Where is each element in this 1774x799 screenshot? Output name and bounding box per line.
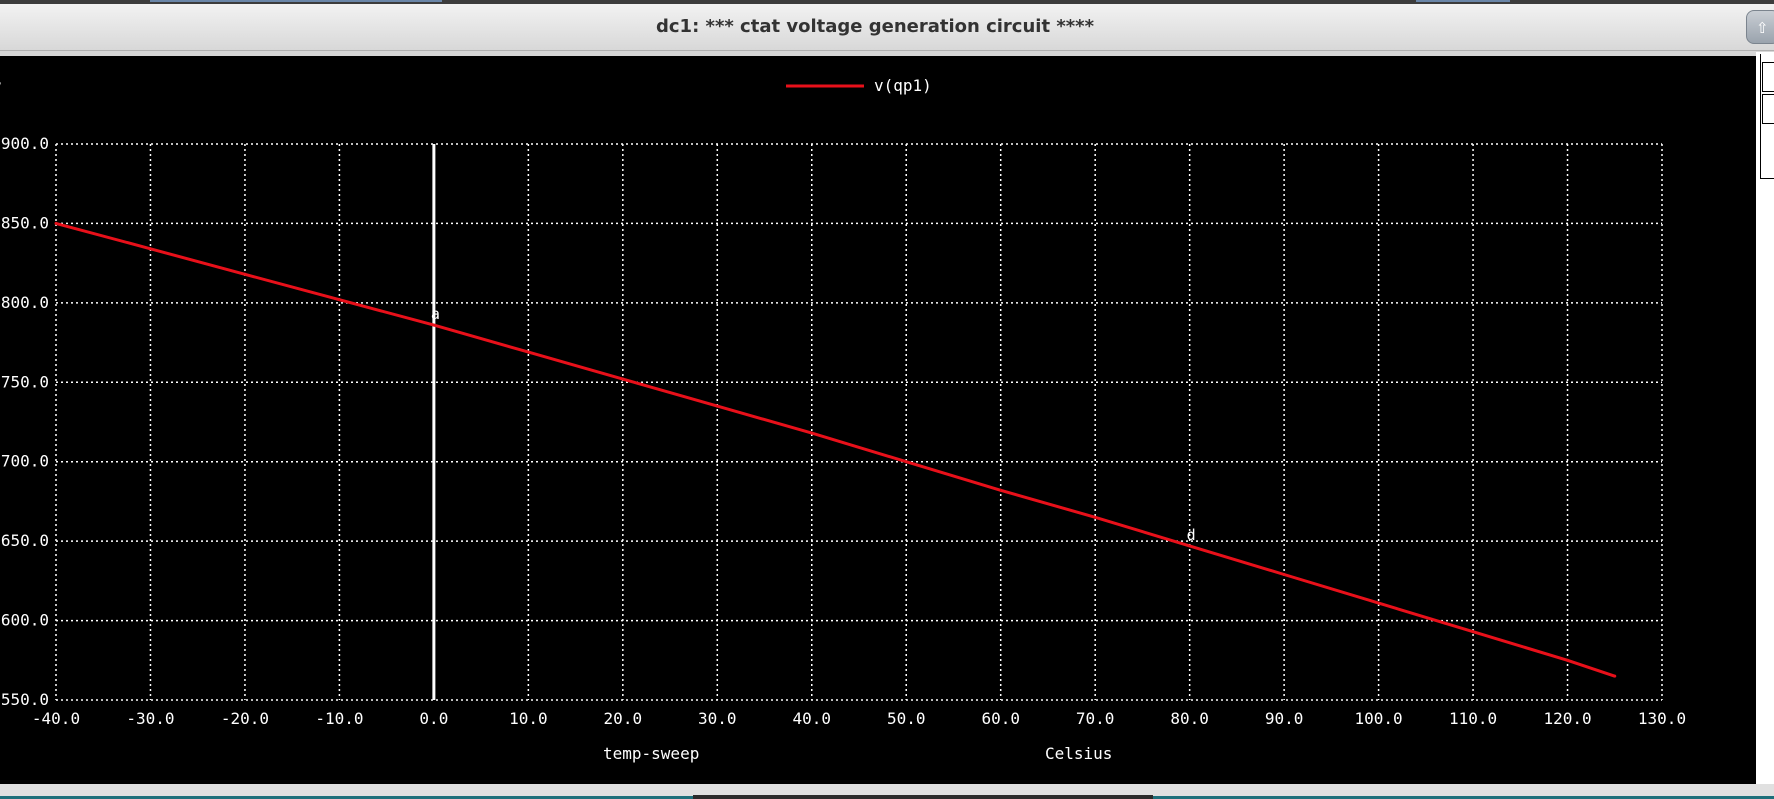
x-tick-label: 70.0	[1076, 709, 1115, 728]
data-point	[1566, 658, 1570, 662]
data-point	[1282, 573, 1286, 577]
data-point	[904, 460, 908, 464]
label-layer: -40.0 -30.0 -20.0 -10.0 0.0 10.0 20.0 30.0 40.0 5…	[1, 134, 1686, 728]
x-tick-label: 130.0	[1638, 709, 1686, 728]
window-titlebar[interactable]: dc1: *** ctat voltage generation circuit…	[0, 4, 1774, 51]
data-point	[621, 377, 625, 381]
desktop-top-strip	[0, 0, 1774, 4]
data-point	[526, 350, 530, 354]
x-tick-label: 50.0	[887, 709, 926, 728]
data-point	[1093, 515, 1097, 519]
x-tick-label: -30.0	[126, 709, 174, 728]
window-title: dc1: *** ctat voltage generation circuit…	[656, 16, 1094, 37]
cursor-label: a	[431, 305, 440, 323]
data-point	[148, 247, 152, 251]
arrow-up-icon[interactable]: ⇧	[1746, 10, 1774, 44]
x-tick-label: 10.0	[509, 709, 548, 728]
plot-canvas[interactable]: -40.0 -30.0 -20.0 -10.0 0.0 10.0 20.0 30.0 40.0 5…	[0, 56, 1756, 784]
data-point	[337, 298, 341, 302]
taskbar-highlight	[1416, 0, 1510, 2]
x-tick-label: 60.0	[981, 709, 1020, 728]
data-point	[810, 431, 814, 435]
y-tick-label: 600.0	[1, 611, 49, 630]
taskbar-highlight	[150, 0, 442, 2]
data-point	[432, 323, 436, 327]
data-point	[1377, 601, 1381, 605]
data-point	[715, 404, 719, 408]
x-tick-label: -20.0	[221, 709, 269, 728]
data-point	[1188, 544, 1192, 548]
x-tick-label: 80.0	[1170, 709, 1209, 728]
x-tick-label: 40.0	[792, 709, 831, 728]
plot-area[interactable]: -40.0 -30.0 -20.0 -10.0 0.0 10.0 20.0 30.0 40.0 5…	[0, 56, 1756, 784]
data-point	[999, 488, 1003, 492]
legend: v(qp1)	[786, 76, 932, 95]
y-tick-label: 750.0	[1, 372, 49, 391]
data-point	[1471, 630, 1475, 634]
x-tick-label: 90.0	[1265, 709, 1304, 728]
x-tick-label: 20.0	[604, 709, 643, 728]
x-axis-label: temp-sweep	[603, 744, 699, 763]
x-unit-label: Celsius	[1045, 744, 1112, 763]
side-panel-button[interactable]	[1762, 94, 1774, 124]
cursor-label: d	[1187, 526, 1196, 544]
x-tick-label: 110.0	[1449, 709, 1497, 728]
taskbar-segment	[693, 795, 1153, 799]
side-panel	[1756, 52, 1774, 799]
y-tick-label: 550.0	[1, 690, 49, 709]
y-tick-label: 850.0	[1, 213, 49, 232]
legend-label: v(qp1)	[874, 76, 932, 95]
x-tick-label: 30.0	[698, 709, 737, 728]
data-point	[243, 272, 247, 276]
x-tick-label: -40.0	[32, 709, 80, 728]
x-tick-label: 0.0	[419, 709, 448, 728]
y-unit-label: mV	[0, 79, 2, 98]
side-panel-frame	[1760, 54, 1774, 179]
y-tick-label: 700.0	[1, 452, 49, 471]
x-tick-label: 120.0	[1543, 709, 1591, 728]
data-point	[54, 221, 58, 225]
y-tick-label: 900.0	[1, 134, 49, 153]
x-tick-label: 100.0	[1355, 709, 1403, 728]
data-point	[1613, 674, 1617, 678]
x-tick-label: -10.0	[315, 709, 363, 728]
bottom-bar	[0, 784, 1774, 799]
series-line	[55, 221, 1616, 678]
side-panel-button[interactable]	[1762, 62, 1774, 92]
y-tick-label: 650.0	[1, 531, 49, 550]
y-tick-label: 800.0	[1, 293, 49, 312]
series-layer	[54, 221, 1617, 678]
